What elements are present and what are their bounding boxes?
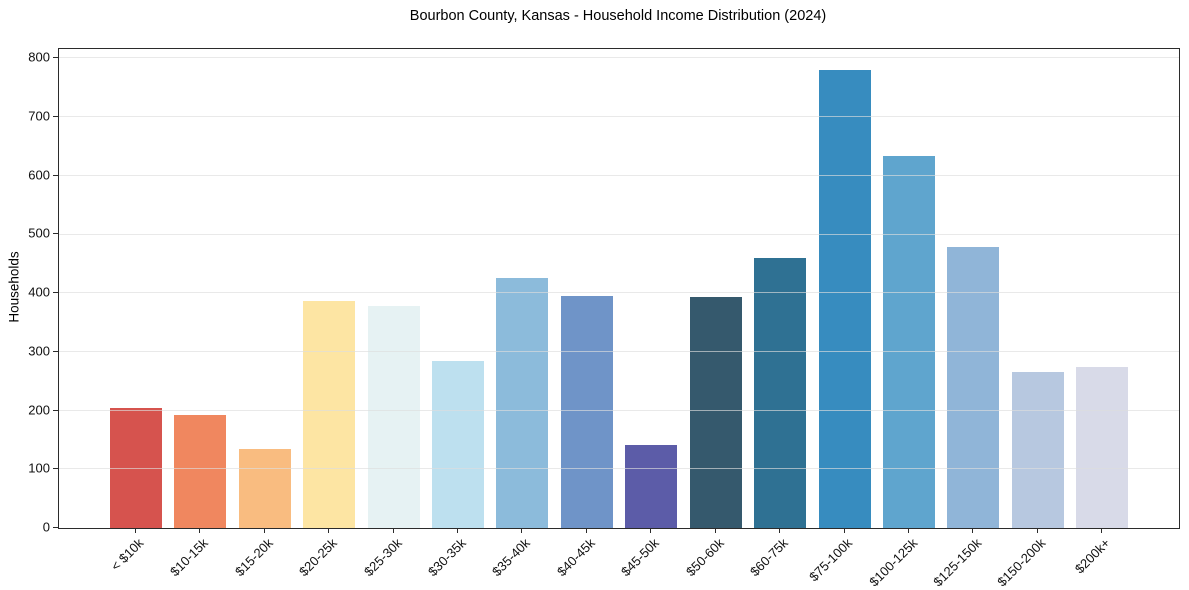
x-tick-mark xyxy=(456,528,458,533)
y-tick-label: 100 xyxy=(28,460,50,476)
y-tick-mark xyxy=(53,116,58,118)
x-tick-mark xyxy=(650,528,652,533)
bar-$10-15k xyxy=(174,415,227,528)
gridline-y-600 xyxy=(59,174,1179,176)
bar-$150-200k xyxy=(1011,372,1064,528)
y-tick-mark xyxy=(53,174,58,176)
gridline-y-800 xyxy=(59,57,1179,59)
y-tick-mark xyxy=(53,468,58,470)
y-tick-label: 400 xyxy=(28,284,50,300)
x-tick-mark xyxy=(779,528,781,533)
y-tick-mark xyxy=(53,409,58,411)
y-tick-label: 500 xyxy=(28,225,50,241)
bar-$125-150k xyxy=(947,246,1000,528)
x-tick-label: $50-60k xyxy=(682,535,727,580)
x-tick-mark xyxy=(907,528,909,533)
x-tick-mark xyxy=(972,528,974,533)
bar-$100-125k xyxy=(882,156,935,528)
bar-$50-60k xyxy=(689,297,742,528)
x-tick-label: $45-50k xyxy=(618,535,663,580)
y-tick-label: 800 xyxy=(28,49,50,65)
y-tick-mark xyxy=(53,233,58,235)
x-tick-label: $25-30k xyxy=(360,535,405,580)
y-tick-label: 0 xyxy=(42,519,50,535)
x-tick-mark xyxy=(843,528,845,533)
x-tick-label: $20-25k xyxy=(296,535,340,580)
x-tick-label: $100-125k xyxy=(865,535,920,590)
bar-$25-30k xyxy=(367,305,420,528)
gridline-y-400 xyxy=(59,292,1179,294)
gridline-y-700 xyxy=(59,116,1179,118)
x-tick-mark xyxy=(263,528,265,533)
bar-$15-20k xyxy=(238,448,291,528)
gridline-y-200 xyxy=(59,409,1179,411)
bar-< $10k xyxy=(109,408,162,528)
x-tick-label: $35-40k xyxy=(489,535,534,580)
x-tick-label: $150-200k xyxy=(994,535,1049,590)
bar-$35-40k xyxy=(496,277,549,528)
x-tick-mark xyxy=(585,528,587,533)
chart-title: Bourbon County, Kansas - Household Incom… xyxy=(409,8,827,24)
y-tick-label: 600 xyxy=(28,167,50,183)
x-tick-label: $15-20k xyxy=(231,535,276,580)
y-tick-label: 200 xyxy=(28,402,50,418)
x-tick-mark xyxy=(1036,528,1038,533)
x-tick-mark xyxy=(1101,528,1103,533)
x-tick-mark xyxy=(199,528,201,533)
x-tick-label: $30-35k xyxy=(425,535,469,580)
bar-$75-100k xyxy=(818,70,871,528)
x-tick-mark xyxy=(328,528,330,533)
x-tick-label: $200k+ xyxy=(1072,535,1114,577)
y-tick-mark xyxy=(53,57,58,59)
bar-$40-45k xyxy=(560,296,613,528)
y-tick-label: 700 xyxy=(28,108,50,124)
y-tick-mark xyxy=(53,292,58,294)
gridline-y-300 xyxy=(59,350,1179,352)
bar-$60-75k xyxy=(754,257,807,528)
x-tick-mark xyxy=(134,528,136,533)
bar-$200k+ xyxy=(1076,366,1129,528)
x-tick-label: $60-75k xyxy=(747,535,792,580)
x-tick-label: $125-150k xyxy=(930,535,985,590)
bar-$20-25k xyxy=(303,301,356,528)
x-tick-label: $75-100k xyxy=(806,535,856,585)
x-tick-label: < $10k xyxy=(108,535,147,574)
y-tick-mark xyxy=(53,527,58,528)
bar-$45-50k xyxy=(625,445,678,528)
gridline-y-500 xyxy=(59,233,1179,235)
x-tick-mark xyxy=(392,528,394,533)
plot-area xyxy=(58,48,1180,529)
bar-$30-35k xyxy=(431,361,484,528)
x-tick-mark xyxy=(714,528,716,533)
y-tick-mark xyxy=(53,350,58,352)
gridline-y-100 xyxy=(59,468,1179,470)
y-tick-label: 300 xyxy=(28,343,50,359)
x-tick-mark xyxy=(521,528,523,533)
x-tick-label: $10-15k xyxy=(167,535,212,580)
x-tick-label: $40-45k xyxy=(553,535,598,580)
